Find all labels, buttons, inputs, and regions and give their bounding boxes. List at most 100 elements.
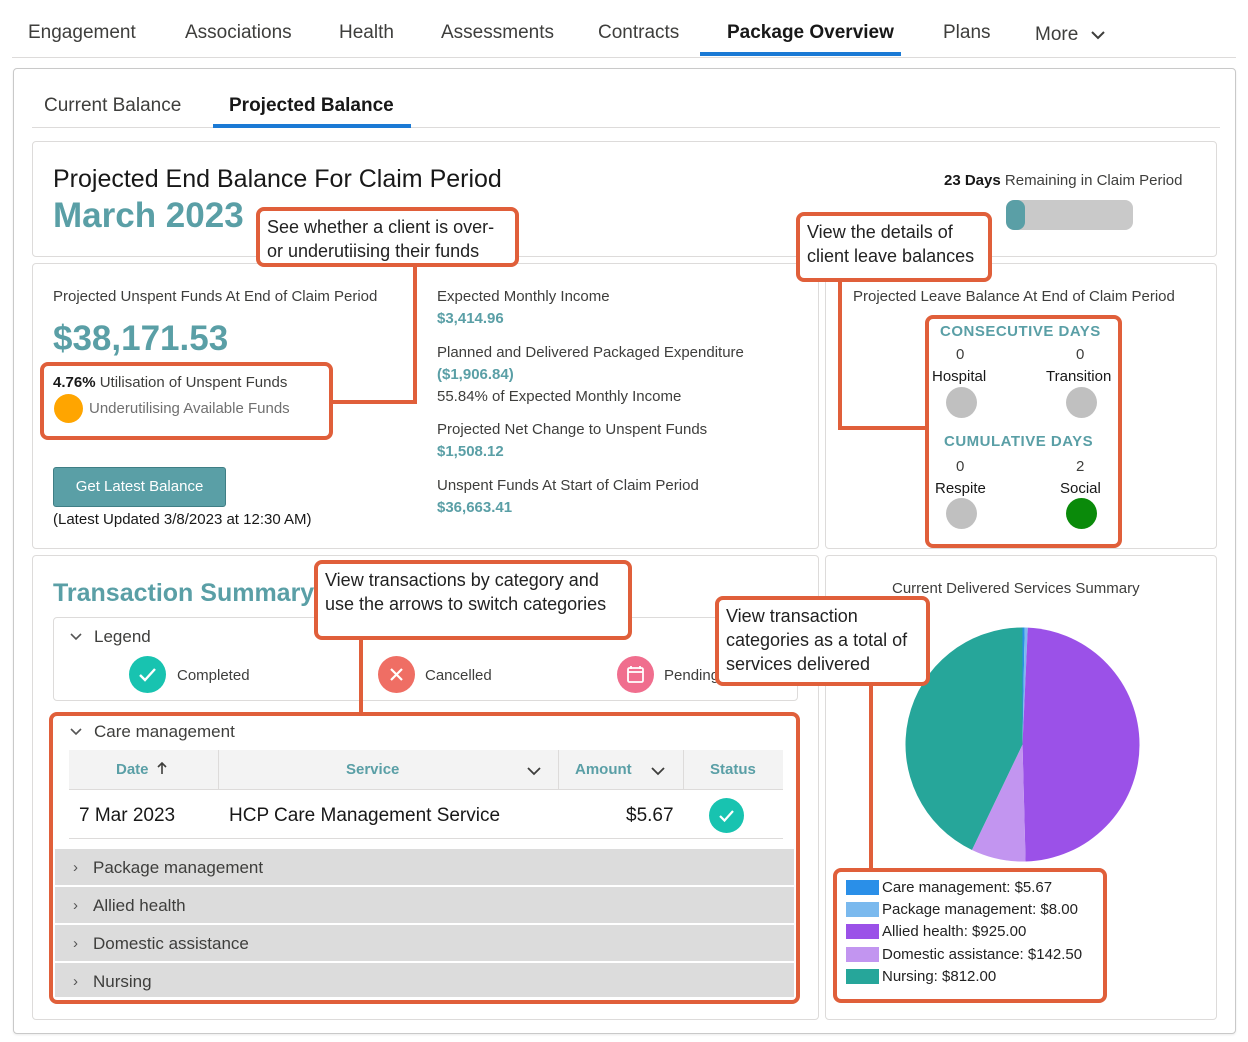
tab-engagement[interactable]: Engagement: [28, 22, 136, 43]
legend-package-management: Package management: $8.00: [882, 901, 1078, 918]
legend-completed: Completed: [177, 667, 250, 684]
column-divider: [218, 750, 219, 790]
utilisation-callout: See whether a client is over- or underut…: [256, 207, 519, 267]
leave-card: [825, 263, 1217, 549]
metric-label-start-funds: Unspent Funds At Start of Claim Period: [437, 477, 699, 494]
row-service: HCP Care Management Service: [229, 805, 501, 826]
utilisation-highlight: [40, 362, 333, 440]
subtab-divider: [32, 127, 1220, 128]
get-latest-balance-button[interactable]: Get Latest Balance: [53, 467, 226, 507]
hospital-label: Hospital: [932, 368, 987, 385]
callout-connector: [869, 680, 873, 871]
legend-domestic-assistance: Domestic assistance: $142.50: [882, 946, 1083, 963]
allied-health-label: Allied health: [93, 896, 186, 915]
nursing-label: Nursing: [93, 972, 152, 991]
column-divider: [683, 750, 684, 790]
days-remaining: 23 Days Remaining in Claim Period: [944, 172, 1182, 189]
package-management-section[interactable]: › Package management: [55, 848, 794, 885]
claim-month: March 2023: [53, 196, 244, 235]
row-date: 7 Mar 2023: [79, 805, 176, 826]
leave-title: Projected Leave Balance At End of Claim …: [853, 288, 1175, 305]
legend-swatch-package-management: [846, 902, 879, 917]
amount-dropdown-icon[interactable]: [650, 765, 666, 777]
legend-swatch-allied-health: [846, 924, 879, 939]
pie-slice-package-management: [1022, 627, 1028, 745]
metric-value-net-change: $1,508.12: [437, 443, 504, 460]
tab-projected-balance[interactable]: Projected Balance: [229, 95, 394, 116]
legend-title[interactable]: Legend: [94, 627, 151, 646]
domestic-assistance-section[interactable]: › Domestic assistance: [55, 924, 794, 961]
cumulative-days-heading: CUMULATIVE DAYS: [944, 433, 1094, 450]
care-management-chevron-icon[interactable]: [69, 726, 83, 738]
respite-count: 0: [956, 458, 965, 475]
callout-connector: [359, 630, 363, 716]
service-dropdown-icon[interactable]: [526, 765, 542, 777]
column-header-service[interactable]: Service: [346, 761, 400, 778]
days-remaining-label: Remaining in Claim Period: [1004, 172, 1183, 189]
active-tab-indicator: [700, 52, 901, 56]
leave-callout: View the details of client leave balance…: [796, 212, 992, 282]
consecutive-days-heading: CONSECUTIVE DAYS: [940, 323, 1101, 340]
column-header-date-label: Date: [116, 761, 149, 778]
column-divider: [558, 750, 559, 790]
domestic-assistance-label: Domestic assistance: [93, 934, 249, 953]
column-header-amount[interactable]: Amount: [575, 761, 632, 778]
tab-health[interactable]: Health: [339, 22, 394, 43]
chevron-right-icon: ›: [73, 935, 78, 952]
page-title: Projected End Balance For Claim Period: [53, 165, 502, 193]
completed-icon: [129, 656, 166, 693]
social-label: Social: [1060, 480, 1101, 497]
utilisation-label: Utilisation of Unspent Funds: [99, 374, 288, 391]
care-management-section[interactable]: Care management: [94, 722, 235, 741]
unspent-funds-amount: $38,171.53: [53, 319, 229, 358]
legend-nursing: Nursing: $812.00: [882, 968, 997, 985]
legend-pending: Pending: [664, 667, 720, 684]
legend-cancelled: Cancelled: [425, 667, 492, 684]
days-progress-bar: [1006, 200, 1133, 230]
tab-contracts[interactable]: Contracts: [598, 22, 680, 43]
tab-more[interactable]: More: [1035, 24, 1106, 46]
pie-slice-nursing: [905, 627, 1023, 851]
tab-package-overview[interactable]: Package Overview: [727, 22, 894, 43]
row-amount: $5.67: [626, 805, 674, 826]
chevron-right-icon: ›: [73, 897, 78, 914]
legend-chevron-icon[interactable]: [69, 631, 83, 643]
cancelled-icon: [378, 656, 415, 693]
transition-status-icon: [1066, 387, 1097, 418]
table-header: [69, 750, 783, 790]
days-progress-fill: [1006, 200, 1026, 230]
utilisation-text: 4.76% Utilisation of Unspent Funds: [53, 374, 287, 391]
legend-swatch-care-management: [846, 880, 879, 895]
days-remaining-count: 23 Days: [944, 172, 1001, 189]
tab-associations[interactable]: Associations: [185, 22, 292, 43]
transactions-highlight: [49, 712, 800, 1004]
categories-callout: View transaction categories as a total o…: [715, 596, 930, 686]
nursing-section[interactable]: › Nursing: [55, 962, 794, 997]
column-header-status[interactable]: Status: [710, 761, 756, 778]
callout-connector: [330, 400, 417, 404]
row-status-completed-icon: [709, 798, 744, 833]
respite-status-icon: [946, 498, 977, 529]
pie-slice-domestic-assistance: [971, 744, 1026, 862]
active-subtab-indicator: [213, 124, 411, 128]
table-row[interactable]: [69, 791, 783, 839]
package-management-label: Package management: [93, 858, 264, 877]
column-header-date[interactable]: Date: [116, 750, 168, 790]
utilisation-status: Underutilising Available Funds: [89, 400, 290, 417]
claim-period-header: [32, 141, 1217, 257]
tab-plans[interactable]: Plans: [943, 22, 991, 43]
metric-label-income: Expected Monthly Income: [437, 288, 610, 305]
tab-current-balance[interactable]: Current Balance: [44, 95, 182, 116]
services-legend-highlight: [833, 868, 1107, 1003]
tab-assessments[interactable]: Assessments: [441, 22, 554, 43]
allied-health-section[interactable]: › Allied health: [55, 886, 794, 923]
metric-value-start-funds: $36,663.41: [437, 499, 513, 516]
transition-count: 0: [1076, 346, 1085, 363]
metric-value-expenditure: ($1,906.84): [437, 366, 514, 383]
chevron-right-icon: ›: [73, 973, 78, 990]
respite-label: Respite: [935, 480, 986, 497]
metric-label-expenditure: Planned and Delivered Packaged Expenditu…: [437, 344, 744, 361]
chevron-right-icon: ›: [73, 859, 78, 876]
utilisation-percent: 4.76%: [53, 374, 96, 391]
tab-more-label: More: [1035, 24, 1079, 45]
